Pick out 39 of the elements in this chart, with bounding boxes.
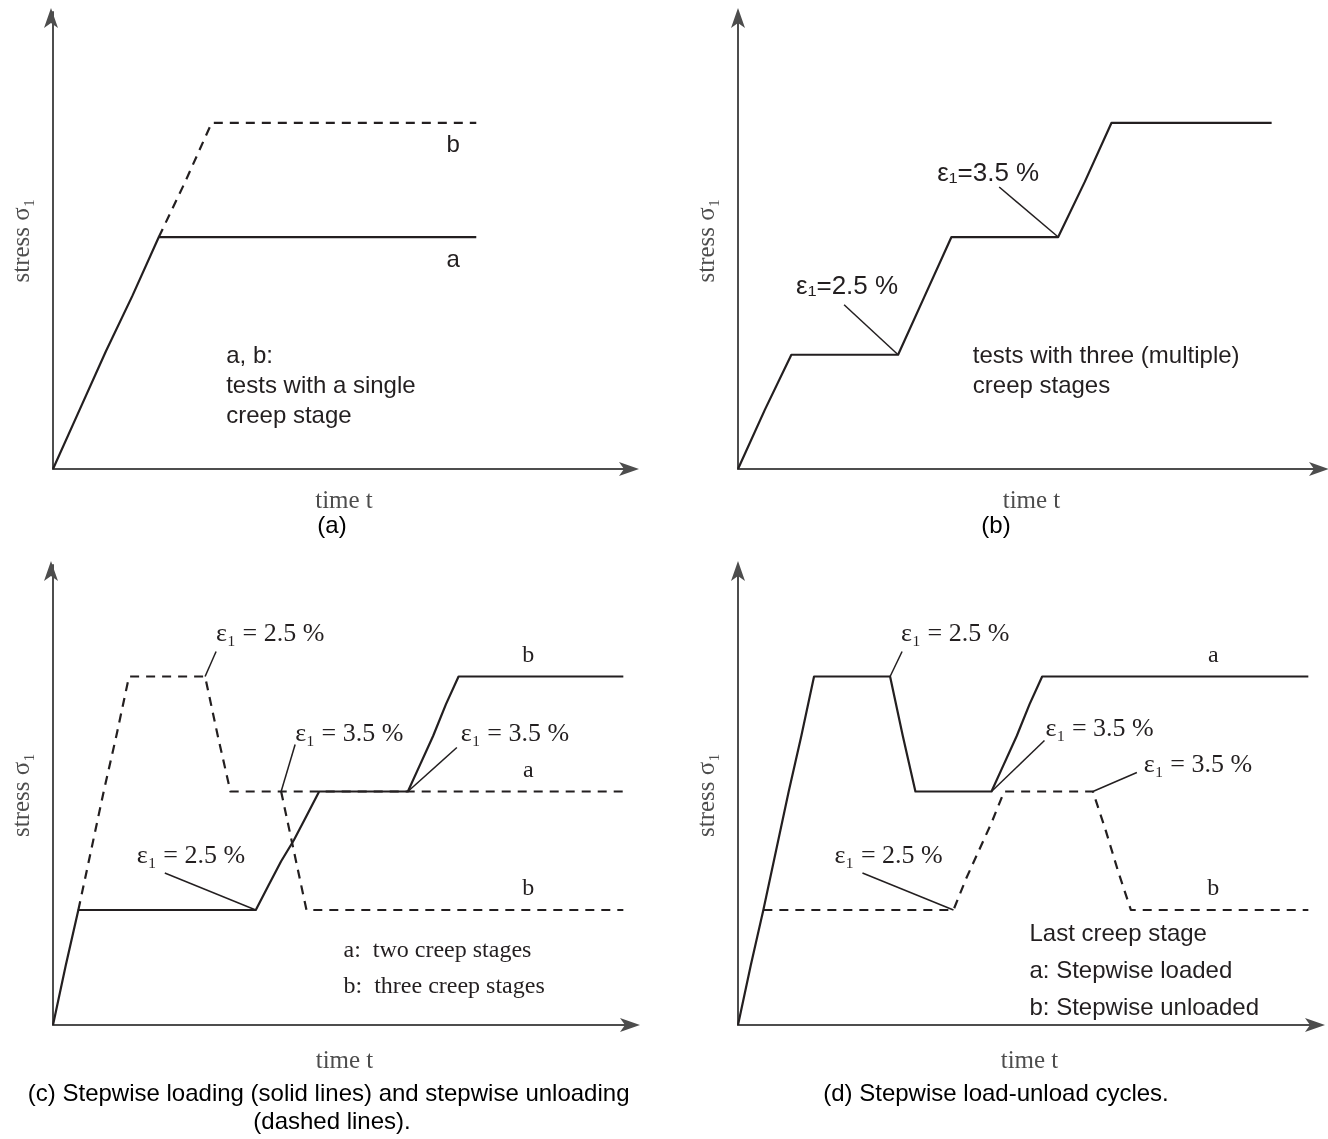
x-axis-title: time t [315,1046,374,1073]
series-label: b [522,640,535,667]
annotation: a: two creep stages [343,935,532,962]
series-label: b [446,130,460,158]
series-label: a [1208,640,1219,667]
y-axis-title: stress σ₁ [7,753,34,837]
annotation: ε₁=2.5 % [796,269,899,300]
x-axis-title: time t [315,486,373,513]
annotation: ε₁=3.5 % [937,157,1040,188]
annotation: a: Stepwise loaded [1029,955,1233,983]
series-label: b [1207,874,1220,900]
annotation: ε₁ = 3.5 % [1045,713,1154,743]
x-axis-title: time t [1002,486,1061,513]
text: (b) [981,510,1011,538]
annotation: ε₁ = 3.5 % [295,718,404,748]
series-label: b [522,874,535,900]
annotation: b: Stepwise unloaded [1029,992,1259,1020]
y-axis-title: stress σ₁ [7,198,34,283]
annotation: ε₁ = 3.5 % [1143,749,1253,779]
annotation: ε₁ = 3.5 % [460,718,570,748]
text: ε₁ = 2.5 % [216,618,325,648]
text: ε₁ = 2.5 % [901,618,1010,648]
annotation: ε₁ = 2.5 % [834,839,943,869]
annotation: tests with three (multiple) [972,341,1240,369]
text: (a) [317,510,347,538]
annotation: creep stages [972,371,1111,399]
y-axis-title: stress σ₁ [692,198,719,283]
series-label: a [523,755,534,782]
annotation: b: three creep stages [343,971,545,998]
annotation: ε₁ = 2.5 % [136,839,246,869]
annotation: tests with a single [226,371,416,399]
annotation: creep stage [226,401,352,429]
x-axis-title: time t [1000,1046,1059,1073]
annotation: a, b: [226,341,273,369]
text: (c) Stepwise loading (solid lines) and stepwise unloading (dashed lines). [27,1078,637,1134]
series-label: a [446,244,461,272]
text: (d) Stepwise load-unload cycles. [823,1078,1169,1106]
annotation: Last creep stage [1029,918,1207,946]
y-axis-title: stress σ₁ [692,753,719,837]
